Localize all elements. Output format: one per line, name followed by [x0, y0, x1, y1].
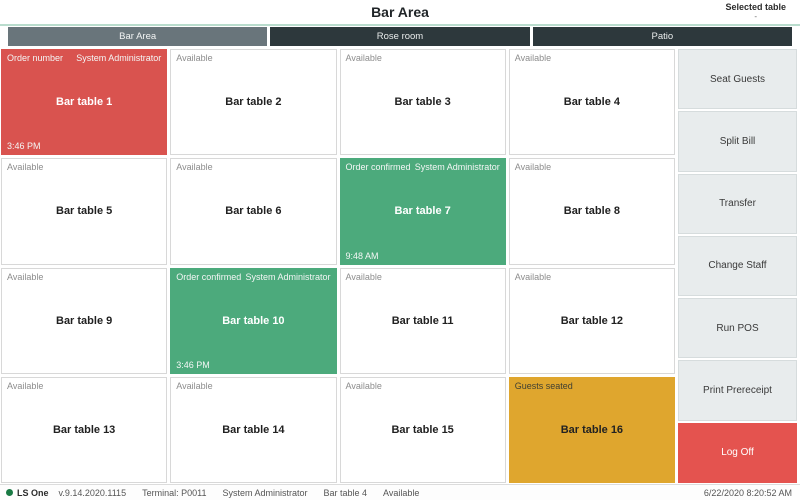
table-name: Bar table 13	[52, 423, 116, 436]
brand-name: LS One	[17, 487, 49, 498]
tab-patio[interactable]: Patio	[532, 27, 792, 46]
table-status: Available	[176, 380, 213, 391]
split-bill-button[interactable]: Split Bill	[678, 111, 797, 172]
action-button-label: Log Off	[721, 447, 754, 459]
seat-guests-button[interactable]: Seat Guests	[678, 49, 797, 110]
logged-in-user: System Administrator	[222, 487, 308, 498]
table-cell-15[interactable]: Available Bar table 15	[339, 376, 506, 483]
brand-dot-icon	[6, 489, 13, 496]
table-staff: System Administrator	[414, 162, 500, 173]
table-status: Available	[7, 162, 44, 173]
print-prereceipt-button[interactable]: Print Prereceipt	[678, 360, 797, 421]
table-staff: System Administrator	[76, 53, 162, 63]
action-button-label: Print Prereceipt	[703, 385, 772, 397]
table-status: Available	[176, 53, 213, 63]
table-name: Bar table 15	[391, 423, 454, 436]
change-staff-button[interactable]: Change Staff	[678, 235, 797, 297]
table-name: Bar table 14	[222, 423, 285, 436]
tab-label: Bar Area	[119, 31, 157, 42]
table-cell-5[interactable]: Available Bar table 5	[1, 158, 168, 265]
table-cell-12[interactable]: Available Bar table 12	[508, 267, 675, 374]
table-cell-7[interactable]: Order confirmed System Administrator Bar…	[339, 158, 506, 265]
table-cell-13[interactable]: Available Bar table 13	[1, 376, 168, 483]
table-cell-2[interactable]: Available Bar table 2	[170, 49, 337, 156]
action-sidebar: Seat Guests Split Bill Transfer Change S…	[678, 49, 797, 483]
table-name: Bar table 12	[560, 314, 624, 327]
action-button-label: Transfer	[719, 198, 756, 210]
table-name: Bar table 3	[394, 96, 451, 109]
table-name: Bar table 8	[563, 205, 620, 218]
terminal-id: Terminal: P0011	[142, 487, 207, 498]
selected-table-value: -	[754, 12, 758, 21]
table-cell-4[interactable]: Available Bar table 4	[508, 49, 675, 156]
tab-label: Patio	[651, 31, 674, 42]
action-button-label: Split Bill	[719, 135, 756, 147]
table-status: Available	[176, 162, 213, 173]
table-name: Bar table 4	[563, 96, 620, 109]
table-cell-1[interactable]: Order number System Administrator Bar ta…	[1, 49, 168, 156]
table-time: 3:46 PM	[7, 141, 41, 152]
datetime: 6/22/2020 8:20:52 AM	[703, 487, 792, 498]
transfer-button[interactable]: Transfer	[678, 173, 797, 234]
table-time: 3:46 PM	[176, 359, 210, 370]
page-title: Bar Area	[371, 4, 429, 20]
main-area: Order number System Administrator Bar ta…	[0, 48, 800, 484]
table-name: Bar table 11	[391, 314, 454, 327]
status-bar: LS One v.9.14.2020.1115 Terminal: P0011 …	[0, 484, 800, 500]
table-name: Bar table 9	[56, 314, 113, 327]
table-cell-3[interactable]: Available Bar table 3	[339, 49, 506, 156]
table-staff: System Administrator	[245, 271, 331, 282]
table-cell-8[interactable]: Available Bar table 8	[508, 158, 675, 265]
tab-bar-area[interactable]: Bar Area	[8, 27, 268, 46]
table-status: Available	[514, 271, 552, 282]
tab-rose-room[interactable]: Rose room	[270, 27, 530, 46]
table-status: Order confirmed	[176, 271, 242, 282]
table-status: Available	[345, 53, 382, 63]
tab-label: Rose room	[376, 31, 424, 42]
table-name: Bar table 6	[225, 205, 282, 218]
table-name: Bar table 1	[56, 96, 113, 109]
header: Bar Area Selected table -	[0, 0, 800, 26]
selected-table-label: Selected table	[725, 2, 786, 12]
table-grid: Order number System Administrator Bar ta…	[1, 49, 675, 483]
run-pos-button[interactable]: Run POS	[678, 298, 797, 359]
table-name: Bar table 10	[222, 314, 285, 327]
table-cell-16[interactable]: Guests seated Bar table 16	[508, 376, 675, 483]
table-status: Order number	[7, 53, 64, 63]
tab-bar: Bar Area Rose room Patio	[0, 26, 800, 48]
table-time: 9:48 AM	[345, 250, 379, 261]
action-button-label: Run POS	[716, 322, 759, 334]
table-cell-10[interactable]: Order confirmed System Administrator Bar…	[170, 267, 337, 374]
current-table: Bar table 4	[323, 487, 368, 498]
table-status: Guests seated	[514, 380, 573, 391]
current-table-status: Available	[383, 487, 420, 498]
table-status: Available	[514, 162, 552, 173]
table-name: Bar table 7	[394, 205, 451, 218]
table-status: Available	[7, 271, 44, 282]
table-status: Available	[514, 53, 552, 63]
table-status: Available	[345, 271, 382, 282]
table-cell-14[interactable]: Available Bar table 14	[170, 376, 337, 483]
table-cell-11[interactable]: Available Bar table 11	[339, 267, 506, 374]
table-status: Available	[345, 380, 382, 391]
table-status: Order confirmed	[345, 162, 411, 173]
table-cell-9[interactable]: Available Bar table 9	[1, 267, 168, 374]
action-button-label: Seat Guests	[709, 73, 766, 85]
table-status: Available	[7, 380, 44, 391]
table-cell-6[interactable]: Available Bar table 6	[170, 158, 337, 265]
log-off-button[interactable]: Log Off	[678, 422, 797, 483]
table-name: Bar table 5	[56, 205, 113, 218]
selected-table-indicator: Selected table -	[725, 2, 786, 21]
action-button-label: Change Staff	[708, 260, 767, 272]
table-name: Bar table 2	[225, 96, 282, 109]
app-version: v.9.14.2020.1115	[58, 487, 127, 498]
table-name: Bar table 16	[560, 423, 624, 436]
